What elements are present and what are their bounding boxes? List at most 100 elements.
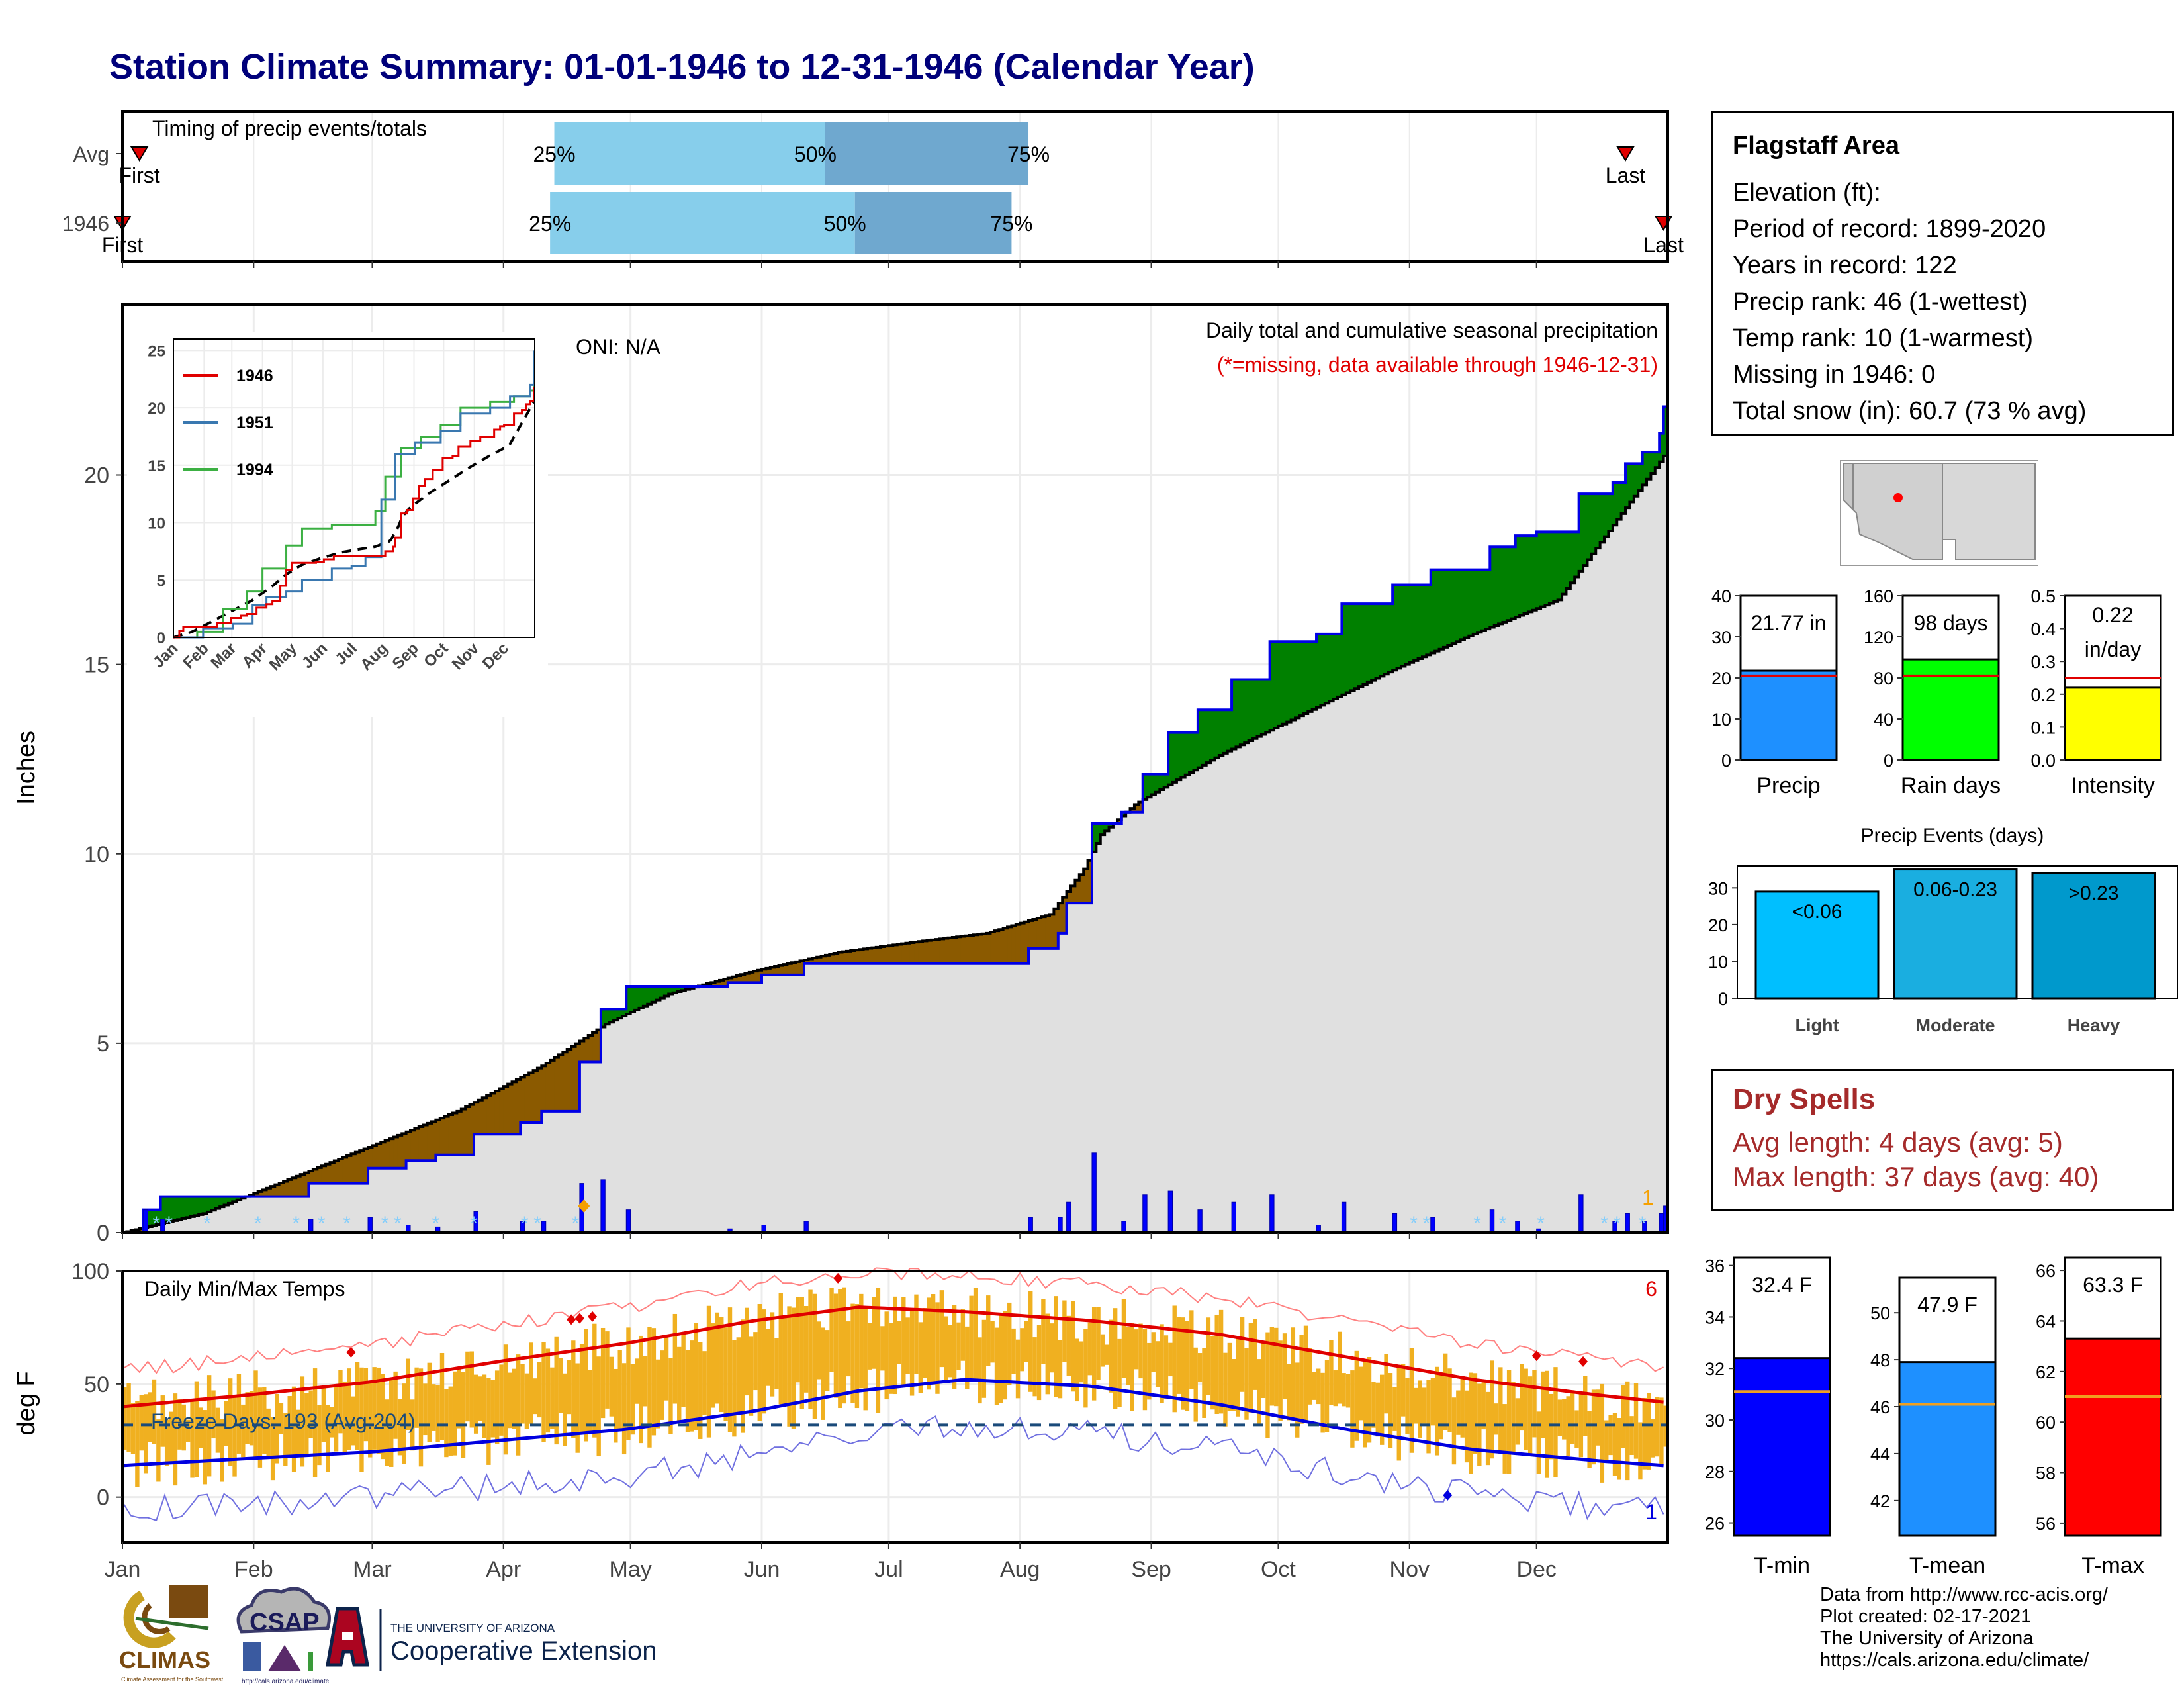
event-count: 1 <box>1642 1186 1654 1209</box>
daily-temp-bar <box>715 1312 720 1404</box>
inset-y-tick: 10 <box>148 515 165 533</box>
daily-temp-bar <box>220 1419 224 1482</box>
station-name: Flagstaff Area <box>1733 132 1899 160</box>
daily-temp-bar <box>965 1326 970 1390</box>
daily-temp-bar <box>1117 1338 1122 1407</box>
month-label: May <box>610 1557 652 1582</box>
daily-temp-bar <box>194 1381 199 1477</box>
surplus-fill <box>1451 569 1457 644</box>
daily-temp-bar <box>397 1399 402 1456</box>
daily-temp-bar <box>385 1399 390 1466</box>
surplus-fill <box>1142 774 1148 800</box>
deficit-fill <box>745 973 750 983</box>
surplus-fill <box>1291 641 1296 720</box>
daily-temp-bar <box>1633 1383 1639 1459</box>
deficit-fill <box>529 1072 534 1123</box>
surplus-fill <box>1498 547 1504 624</box>
daily-temp-bar <box>893 1296 897 1395</box>
summary-value: 0.22 <box>2092 603 2133 627</box>
daily-temp-bar <box>494 1370 500 1444</box>
daily-temp-bar <box>508 1372 512 1429</box>
daily-temp-bar <box>1536 1411 1541 1474</box>
daily-temp-bar <box>423 1383 428 1436</box>
deficit-fill <box>499 1088 504 1135</box>
daily-temp-bar <box>457 1367 461 1429</box>
daily-temp-bar <box>1655 1397 1660 1457</box>
daily-temp-bar <box>787 1306 792 1427</box>
daily-temp-bar <box>850 1303 855 1403</box>
daily-temp-bar <box>1126 1327 1130 1385</box>
daily-temp-bar <box>1113 1308 1118 1409</box>
daily-temp-bar <box>672 1313 678 1404</box>
temp-summary-bars: 26 28 30 32 34 36 32.4 F T-min 42 44 46 48 50 47.9 F T… <box>1705 1256 2162 1578</box>
daily-temp-bar <box>347 1368 351 1450</box>
daily-temp-bar <box>1566 1396 1570 1456</box>
daily-temp-bar <box>621 1363 627 1455</box>
daily-temp-bar <box>973 1288 978 1380</box>
daily-temp-bar <box>867 1323 872 1370</box>
deficit-fill <box>554 1057 559 1111</box>
daily-temp-bar <box>1303 1325 1308 1421</box>
station-line: Temp rank: 10 (1-warmest) <box>1733 324 2034 352</box>
timing-bar-50-75 <box>854 192 1012 254</box>
page-title: Station Climate Summary: 01-01-1946 to 1… <box>109 47 1255 87</box>
daily-temp-bar <box>939 1290 944 1368</box>
temp-y-axis-label: deg F <box>13 1371 40 1435</box>
daily-temp-bar <box>796 1297 800 1383</box>
surplus-fill <box>1536 532 1541 609</box>
events-bar <box>1754 890 1880 1000</box>
events-range-label: <0.06 <box>1792 901 1843 923</box>
surplus-fill <box>1612 482 1617 526</box>
deficit-fill <box>461 1109 466 1155</box>
daily-temp-bar <box>228 1378 233 1466</box>
surplus-fill <box>199 1196 204 1215</box>
record-high-marker <box>588 1311 598 1322</box>
summary-y-tick: 40 <box>1874 710 1893 729</box>
surplus-fill <box>626 986 631 1015</box>
deficit-fill <box>469 1104 475 1155</box>
daily-temp-bar <box>1105 1344 1109 1365</box>
surplus-fill <box>194 1196 199 1216</box>
credit-line: Data from http://www.rcc-acis.org/ <box>1820 1584 2109 1605</box>
surplus-fill <box>1303 641 1308 714</box>
daily-temp-bar <box>1324 1360 1330 1432</box>
station-line: Missing in 1946: 0 <box>1733 361 1936 389</box>
deficit-fill <box>876 947 881 964</box>
surplus-fill <box>1422 585 1427 657</box>
surplus-fill <box>1430 569 1435 653</box>
ua-line2: Cooperative Extension <box>390 1636 657 1665</box>
daily-temp-bar <box>757 1304 762 1421</box>
deficit-fill <box>981 933 987 964</box>
surplus-fill <box>1316 633 1322 708</box>
surplus-fill <box>1236 679 1241 747</box>
daily-temp-bar <box>1193 1347 1198 1422</box>
deficit-fill <box>719 980 725 987</box>
deficit-fill <box>939 939 944 964</box>
surplus-fill <box>630 986 635 1012</box>
daily-temp-bar <box>330 1407 334 1438</box>
daily-temp-bar <box>1227 1342 1232 1411</box>
daily-temp-bar <box>825 1330 830 1391</box>
deficit-fill <box>787 963 792 975</box>
surplus-fill <box>1244 679 1250 743</box>
deficit-fill <box>381 1142 386 1168</box>
record-low-line <box>122 1415 1664 1521</box>
daily-temp-bar <box>575 1363 580 1453</box>
daily-temp-bar <box>1647 1393 1651 1470</box>
daily-temp-bar <box>994 1327 999 1405</box>
deficit-fill <box>825 955 830 964</box>
deficit-fill <box>372 1145 377 1168</box>
surplus-fill <box>1659 433 1664 462</box>
deficit-fill <box>596 1029 602 1062</box>
deficit-fill <box>833 953 839 964</box>
surplus-fill <box>1189 732 1195 773</box>
deficit-fill <box>723 979 729 987</box>
daily-temp-bar <box>1299 1335 1304 1424</box>
surplus-fill <box>1312 641 1317 710</box>
surplus-fill <box>1232 679 1237 749</box>
daily-temp-bar <box>287 1396 292 1457</box>
daily-temp-bar <box>291 1386 296 1472</box>
daily-temp-bar <box>143 1394 148 1474</box>
daily-temp-bar <box>681 1335 686 1407</box>
daily-temp-bar <box>914 1294 919 1374</box>
